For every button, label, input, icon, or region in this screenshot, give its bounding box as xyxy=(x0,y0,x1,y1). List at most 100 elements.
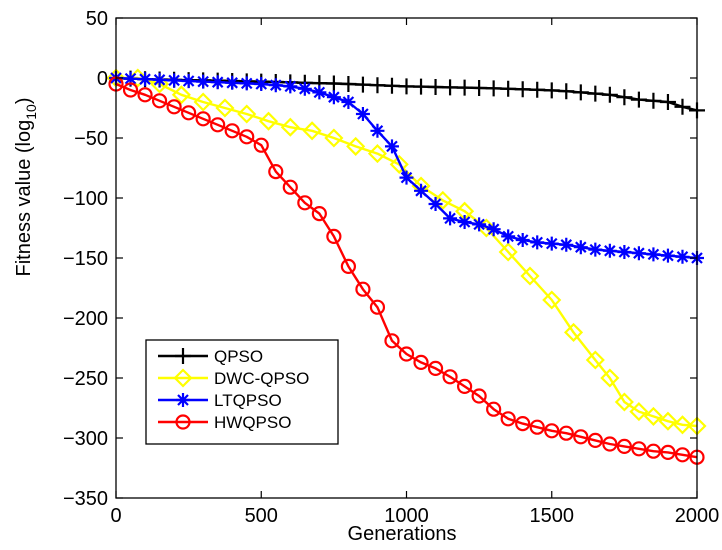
x-axis-label: Generations xyxy=(348,523,457,545)
data-point xyxy=(325,75,342,92)
data-point xyxy=(629,402,649,422)
data-point xyxy=(471,388,487,404)
data-point xyxy=(530,235,545,250)
data-point xyxy=(658,411,678,431)
y-tick-label: −200 xyxy=(63,308,108,330)
data-point xyxy=(152,72,167,87)
data-point xyxy=(239,129,255,145)
data-point xyxy=(631,246,646,261)
data-point xyxy=(151,93,168,109)
data-point xyxy=(195,111,211,127)
data-point xyxy=(472,217,487,232)
data-point xyxy=(585,350,605,370)
y-axis-label-suffix: ) xyxy=(13,98,35,105)
legend-label: QPSO xyxy=(214,347,263,366)
data-point xyxy=(181,74,196,88)
data-point xyxy=(355,281,371,297)
y-tick-label: −300 xyxy=(63,428,108,450)
series-line xyxy=(115,82,698,459)
data-point xyxy=(543,82,560,99)
data-point xyxy=(558,83,575,100)
data-point xyxy=(646,247,661,262)
data-point xyxy=(210,117,226,133)
y-tick-label: 0 xyxy=(97,68,108,90)
data-point xyxy=(485,80,502,97)
data-point xyxy=(137,87,153,103)
data-point xyxy=(433,190,453,210)
y-tick-label: 50 xyxy=(86,8,108,30)
data-point xyxy=(645,92,662,109)
data-point xyxy=(660,444,676,460)
data-point xyxy=(559,237,574,252)
data-point xyxy=(384,333,400,349)
data-point xyxy=(367,144,388,164)
data-point xyxy=(340,76,357,92)
data-point xyxy=(442,369,458,385)
data-point xyxy=(355,107,370,121)
data-point xyxy=(280,117,300,137)
data-point xyxy=(302,121,322,141)
data-point xyxy=(442,79,459,96)
legend-label: LTQPSO xyxy=(214,391,282,410)
data-point xyxy=(413,78,430,95)
data-point xyxy=(498,242,518,262)
data-point xyxy=(239,76,254,91)
legend-label: HWQPSO xyxy=(214,413,291,432)
data-point xyxy=(601,86,618,103)
data-point xyxy=(529,81,546,98)
data-point xyxy=(340,258,356,274)
legend-entry: DWC-QPSO xyxy=(158,368,309,388)
series-line xyxy=(116,76,698,428)
data-point xyxy=(515,233,530,247)
data-point xyxy=(369,299,386,315)
data-point xyxy=(253,137,269,153)
data-point xyxy=(167,73,182,88)
y-axis-label-subscript: 10 xyxy=(23,104,39,120)
data-point xyxy=(573,240,588,255)
data-point xyxy=(515,416,531,432)
data-point xyxy=(617,245,632,259)
data-point xyxy=(326,90,341,105)
data-point xyxy=(572,84,589,101)
data-point xyxy=(398,346,415,362)
data-point xyxy=(674,447,691,463)
data-point xyxy=(457,378,473,394)
x-tick-label: 1000 xyxy=(384,505,429,527)
data-point xyxy=(326,228,342,244)
data-point xyxy=(573,429,589,445)
legend: QPSO DWC-QPSO LTQPSO HWQPSO xyxy=(145,339,339,445)
data-point xyxy=(193,92,213,112)
data-point xyxy=(630,91,647,108)
data-point xyxy=(514,81,531,98)
data-point xyxy=(616,89,633,106)
data-point xyxy=(427,79,444,95)
data-point xyxy=(456,79,473,96)
data-point xyxy=(428,197,443,211)
data-point xyxy=(254,77,269,91)
data-point xyxy=(346,136,366,156)
y-tick-label: −350 xyxy=(63,488,108,510)
data-point xyxy=(674,98,691,115)
data-point xyxy=(196,74,211,89)
data-point xyxy=(413,354,429,370)
data-point xyxy=(341,95,356,109)
data-point xyxy=(558,425,574,441)
data-point xyxy=(297,81,312,96)
data-point xyxy=(384,139,399,154)
data-point xyxy=(675,249,690,264)
x-tick-label: 0 xyxy=(110,505,121,527)
data-point xyxy=(587,432,603,448)
data-point xyxy=(268,78,283,93)
data-point xyxy=(171,85,191,105)
data-point xyxy=(181,105,197,121)
y-tick-label: −250 xyxy=(63,368,108,390)
x-tick-label: 2000 xyxy=(675,505,720,527)
data-point xyxy=(500,411,516,427)
data-point xyxy=(297,195,313,211)
data-point xyxy=(237,104,257,124)
data-point xyxy=(312,85,327,100)
plot-area xyxy=(106,68,707,465)
data-point xyxy=(427,360,444,376)
